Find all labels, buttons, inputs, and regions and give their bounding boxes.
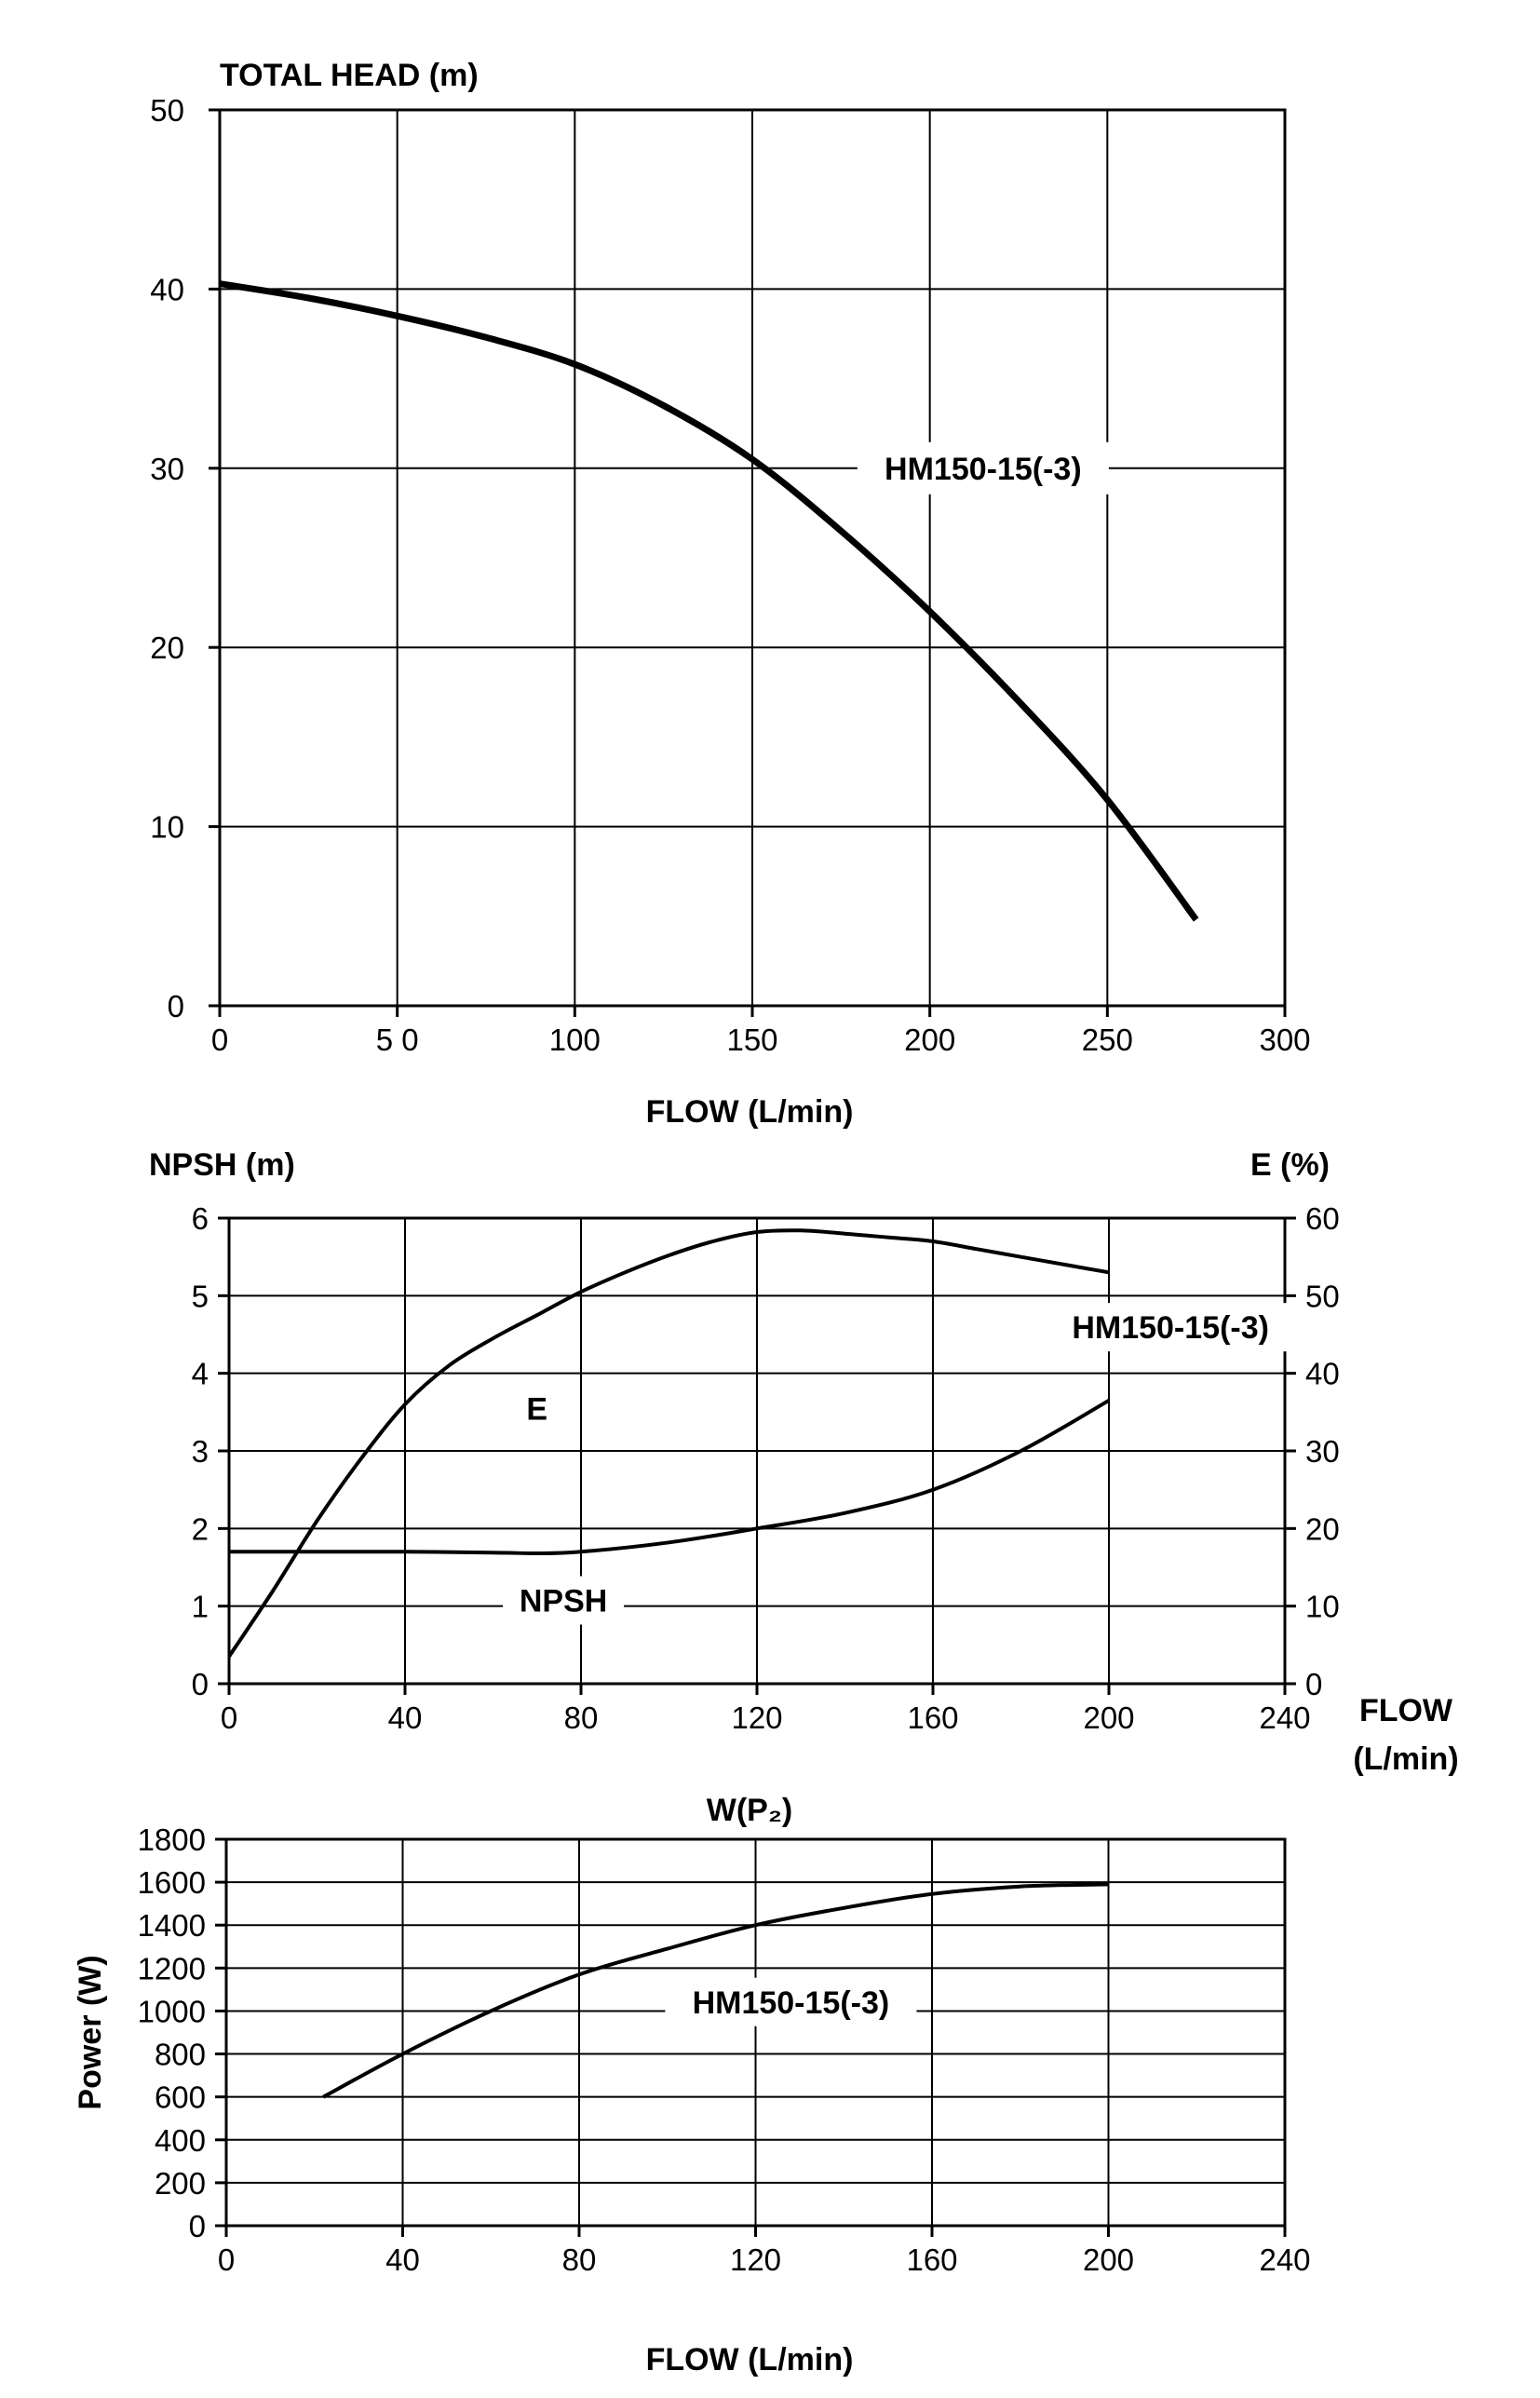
head-x-tick-label: 300	[1259, 1023, 1310, 1057]
npsh-series-label: HM150-15(-3)	[1072, 1310, 1269, 1346]
head-y-tick-label: 40	[150, 272, 184, 306]
e-curve-label: E	[526, 1392, 547, 1428]
npsh-x-tick-label: 80	[564, 1700, 599, 1735]
npsh-x-tick-label: 120	[731, 1700, 782, 1735]
power-y-tick-label: 800	[155, 2038, 206, 2072]
head-x-tick-label: 200	[904, 1023, 955, 1057]
head-x-tick-label: 0	[211, 1023, 228, 1057]
power-y-tick-label: 1600	[138, 1865, 206, 1900]
power-y-tick-label: 600	[155, 2080, 206, 2115]
power-x-tick-label: 0	[218, 2242, 235, 2277]
power-y-tick-label: 400	[155, 2123, 206, 2158]
npsh-curve-label: NPSH	[520, 1584, 607, 1619]
npsh-y-axis-label: NPSH (m)	[149, 1147, 295, 1183]
npsh-curve-line	[228, 1399, 1111, 1556]
npsh-x-tick-label: 200	[1083, 1700, 1134, 1735]
npsh-x-tick-label: 240	[1259, 1700, 1310, 1735]
power-curve-line	[322, 1882, 1109, 2099]
npsh-x-axis-label: (L/min)	[1353, 1741, 1458, 1777]
power-x-tick-label: 240	[1259, 2242, 1310, 2277]
head-series-label: HM150-15(-3)	[885, 452, 1082, 487]
npsh-x-tick-label: 160	[907, 1700, 958, 1735]
efficiency-curve-line	[227, 1228, 1110, 1658]
e-y-right-tick-label: 10	[1305, 1590, 1340, 1624]
npsh-y-left-tick-label: 6	[192, 1201, 209, 1236]
head-y-tick-label: 30	[150, 452, 184, 486]
npsh-y-left-tick-label: 3	[192, 1434, 209, 1469]
head-y-tick-label: 10	[150, 810, 184, 845]
head-series-label-mask	[857, 441, 1109, 495]
e-y-right-tick-label: 60	[1305, 1201, 1340, 1236]
head-y-tick-label: 20	[150, 630, 184, 665]
head-curve-line	[219, 280, 1199, 922]
head-x-tick-label: 150	[726, 1023, 777, 1057]
head-x-tick-label: 5 0	[376, 1023, 419, 1057]
npsh-label-mask	[503, 1576, 625, 1625]
npsh-x-tick-label: 0	[221, 1700, 237, 1735]
power-x-axis-label: FLOW (L/min)	[646, 2342, 854, 2378]
power-x-tick-label: 160	[906, 2242, 957, 2277]
head-y-axis-label: TOTAL HEAD (m)	[220, 58, 479, 93]
power-x-tick-label: 80	[562, 2242, 597, 2277]
e-y-right-tick-label: 40	[1305, 1357, 1340, 1391]
e-y-right-tick-label: 20	[1305, 1511, 1340, 1546]
power-chart-title: W(P₂)	[707, 1793, 793, 1828]
power-y-tick-label: 1400	[138, 1908, 206, 1943]
npsh-y-left-tick-label: 5	[192, 1279, 209, 1313]
power-y-tick-label: 200	[155, 2166, 206, 2201]
power-y-tick-label: 1000	[138, 1994, 206, 2028]
npsh-y-left-tick-label: 0	[192, 1667, 209, 1701]
e-y-right-tick-label: 0	[1305, 1667, 1322, 1701]
npsh-series-label-mask	[1049, 1303, 1292, 1352]
e-y-axis-label: E (%)	[1250, 1147, 1330, 1183]
power-y-tick-label: 1800	[138, 1822, 206, 1857]
npsh-x-tick-label: 40	[388, 1700, 423, 1735]
head-y-tick-label: 50	[150, 93, 184, 128]
power-y-tick-label: 1200	[138, 1951, 206, 1985]
power-series-label: HM150-15(-3)	[693, 1985, 890, 2021]
npsh-y-left-tick-label: 4	[192, 1357, 209, 1391]
e-y-right-tick-label: 30	[1305, 1434, 1340, 1469]
e-y-right-tick-label: 50	[1305, 1279, 1340, 1313]
head-x-tick-label: 100	[549, 1023, 601, 1057]
power-y-axis-label: Power (W)	[73, 1955, 108, 2109]
head-x-axis-label: FLOW (L/min)	[646, 1094, 854, 1130]
power-x-tick-label: 40	[385, 2242, 420, 2277]
npsh-y-left-tick-label: 1	[192, 1590, 209, 1624]
power-x-tick-label: 200	[1083, 2242, 1134, 2277]
power-x-tick-label: 120	[730, 2242, 781, 2277]
npsh-x-axis-label: FLOW	[1359, 1693, 1453, 1728]
power-y-tick-label: 0	[189, 2209, 206, 2243]
npsh-y-left-tick-label: 2	[192, 1511, 209, 1546]
head-y-tick-label: 0	[168, 989, 184, 1023]
head-x-tick-label: 250	[1082, 1023, 1133, 1057]
power-series-label-mask	[665, 1977, 917, 2026]
